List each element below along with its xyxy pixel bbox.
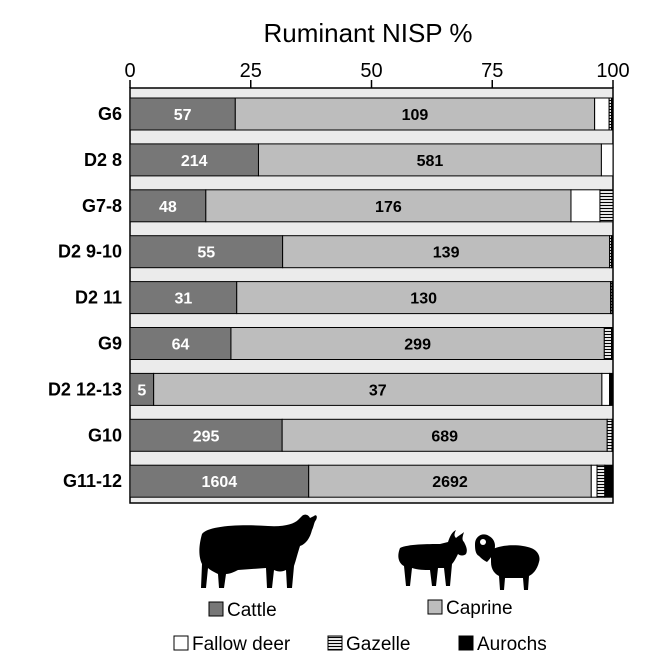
bar-segment-fallow-deer [601, 372, 611, 406]
bar-row: G10 295 689 [88, 418, 614, 452]
data-label: 64 [172, 337, 190, 354]
x-tick-label: 100 [596, 60, 629, 82]
data-label: 581 [417, 153, 444, 170]
category-label: D2 9-10 [58, 242, 122, 262]
bar-segment-cattle [129, 235, 284, 269]
bar-row: G6 57 109 [98, 97, 614, 131]
bar-segment-caprine [153, 372, 603, 406]
bar-segment-fallow-deer [590, 464, 598, 498]
bar-row: D2 8 214 581 [84, 143, 614, 177]
category-label: D2 8 [84, 150, 122, 170]
bar-row: D2 9-10 55 139 [58, 235, 614, 269]
x-tick-label: 0 [124, 60, 135, 82]
bar-segment-cattle [129, 281, 238, 315]
bar-segment-fallow-deer [600, 143, 614, 177]
bar-segment-aurochs [611, 327, 614, 360]
bar-segment-cattle [129, 327, 232, 360]
category-label: D2 12-13 [48, 379, 122, 399]
data-label: 130 [410, 291, 437, 308]
data-label: 57 [174, 107, 192, 124]
legend-item-caprine: Caprine [427, 598, 513, 619]
legend-label: Aurochs [477, 634, 547, 655]
data-label: 5 [137, 382, 146, 399]
data-label: 31 [174, 291, 192, 308]
data-label: 48 [159, 199, 177, 216]
bar-segment-aurochs [611, 235, 614, 269]
bar-row: G7-8 48 176 [82, 189, 614, 223]
legend-swatch [327, 635, 343, 651]
bar-segment-cattle [129, 189, 207, 223]
category-label: G11-12 [63, 471, 122, 491]
data-label: 109 [402, 107, 429, 124]
x-tick-label: 25 [240, 60, 262, 82]
bar-segment-cattle [129, 464, 310, 498]
data-label: 689 [431, 428, 458, 445]
legend: Cattle Caprine Fallow deer Gazelle Aurochs [173, 598, 547, 655]
bar-segment-gazelle [599, 189, 614, 223]
bar-segment-gazelle [596, 464, 606, 498]
bar-segment-caprine [230, 327, 605, 360]
legend-swatch [458, 635, 474, 651]
bar-segment-gazelle [606, 418, 613, 452]
bar-segment-caprine [281, 418, 608, 452]
data-label: 139 [433, 245, 460, 262]
data-label: 299 [404, 337, 431, 354]
data-label: 295 [193, 428, 220, 445]
x-tick-label: 50 [360, 60, 382, 82]
bar-row: D2 12-13 5 37 [48, 372, 614, 406]
bar-segment-caprine [257, 143, 602, 177]
category-label: G6 [98, 104, 122, 124]
bar-segment-aurochs [611, 97, 614, 131]
legend-item-fallow-deer: Fallow deer [173, 634, 291, 655]
legend-label: Gazelle [346, 634, 410, 655]
category-label: G7-8 [82, 196, 122, 216]
category-label: G9 [98, 334, 122, 354]
category-label: D2 11 [75, 288, 122, 308]
bar-segment-aurochs [604, 464, 614, 498]
bar-segment-caprine [205, 189, 572, 223]
legend-label: Cattle [227, 600, 277, 621]
bar-row: D2 11 31 130 [75, 281, 614, 315]
legend-item-aurochs: Aurochs [458, 634, 547, 655]
bar-segment-gazelle [603, 327, 613, 360]
sheep-icon [475, 534, 540, 590]
data-label: 176 [375, 199, 402, 216]
bar-segment-aurochs [611, 418, 614, 452]
data-label: 1604 [202, 474, 238, 491]
bar-segment-fallow-deer [594, 97, 610, 131]
bar-segment-caprine [236, 281, 612, 315]
bar-segment-fallow-deer [570, 189, 601, 223]
cattle-icon [199, 514, 317, 588]
data-label: 37 [369, 382, 387, 399]
legend-swatch [208, 601, 224, 617]
data-label: 2692 [432, 474, 468, 491]
data-label: 214 [181, 153, 208, 170]
bar-row: G9 64 299 [98, 327, 614, 360]
legend-swatch [427, 599, 443, 615]
legend-item-cattle: Cattle [208, 600, 277, 621]
category-label: G10 [88, 425, 122, 445]
bar-row: G11-12 1604 2692 [63, 464, 614, 498]
goat-icon [398, 530, 467, 586]
bar-segment-aurochs [609, 372, 614, 406]
chart-title: Ruminant NISP % [263, 18, 472, 48]
x-axis: 0 25 50 75 100 [124, 60, 630, 88]
bar-segment-cattle [129, 418, 283, 452]
legend-label: Caprine [446, 598, 513, 619]
legend-label: Fallow deer [192, 634, 291, 655]
bar-segment-caprine [234, 97, 596, 131]
data-label: 55 [197, 245, 215, 262]
bar-segment-caprine [308, 464, 592, 498]
bar-segment-cattle [129, 97, 236, 131]
legend-swatch [173, 635, 189, 651]
bar-segment-aurochs [611, 281, 614, 315]
legend-item-gazelle: Gazelle [327, 634, 410, 655]
x-tick-label: 75 [481, 60, 503, 82]
